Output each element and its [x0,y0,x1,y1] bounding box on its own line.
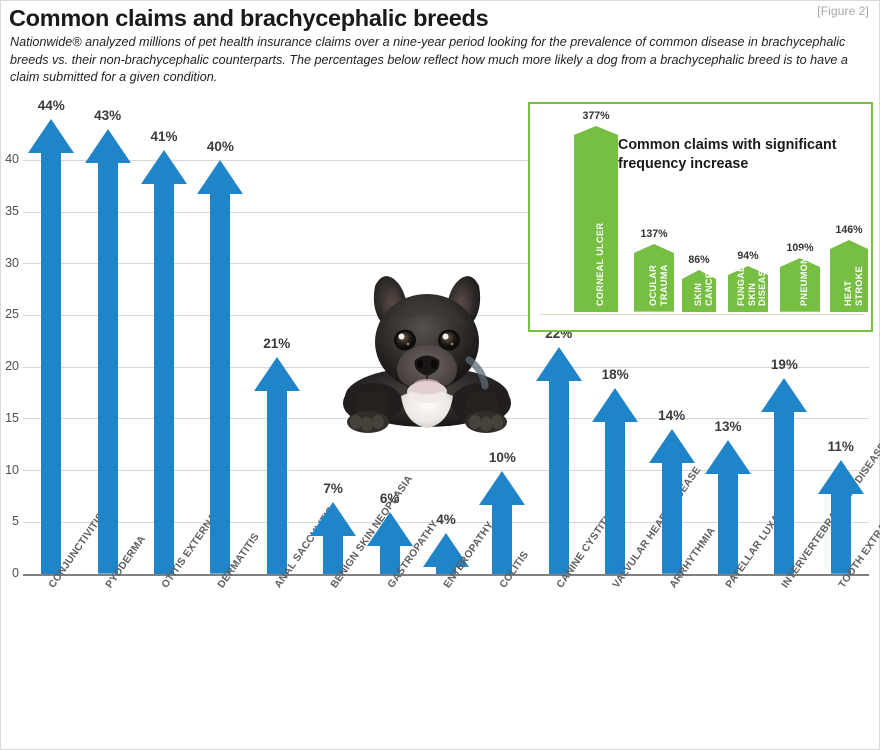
inset-bar-category-label: PNEUMONIA [798,247,809,306]
bar-arrow [84,129,131,574]
inset-bar-value-label: 377% [582,110,610,122]
bar-value-label: 4% [436,511,456,527]
inset-chart: 377% CORNEAL ULCER 137% OCULAR TRAUMA 86% SKIN… [530,104,870,329]
inset-bar-category-label: HEAT STROKE [842,265,864,306]
y-axis-tick-label: 5 [12,514,19,529]
y-axis-tick-label: 40 [5,152,19,167]
bar-arrow [141,150,187,574]
gridline [23,159,869,161]
inset-title: Common claims with significant frequency… [618,137,837,172]
bar-arrow [310,501,357,574]
inset-panel: 377% CORNEAL ULCER 137% OCULAR TRAUMA 86% SKIN… [528,102,873,332]
figure-tag: [Figure 2] [817,4,869,18]
main-chart: 0 5 10 15 20 25 30 35 40 44% CONJUNCTIVITIS 43% PYOD… [5,98,880,590]
bar-value-label: 7% [323,480,343,496]
bar-arrow [366,511,413,574]
y-axis-tick-label: 30 [5,255,19,270]
bar-arrow [28,119,75,574]
inset-bar-value-label: 86% [688,253,710,266]
inset-baseline [540,313,865,315]
y-axis-tick-label: 0 [12,566,19,580]
gridline [23,470,869,472]
bar-value-label: 11% [827,439,854,455]
y-axis-tick-label: 20 [5,359,19,374]
inset-bar [830,239,868,312]
y-axis-tick-label: 15 [5,410,19,425]
inset-bar-value-label: 109% [786,242,814,255]
bar-value-label: 44% [37,98,65,113]
bar-arrow [535,346,582,574]
bar-value-label: 6% [379,490,400,506]
bar-value-label: 40% [206,139,234,155]
x-axis-line [23,574,869,576]
bar-value-label: 43% [94,108,122,124]
inset-bar [634,244,674,312]
inset-bar-category-label: FUNGAL SKIN DISEASE [736,263,768,306]
inset-bar-value-label: 146% [835,223,863,236]
y-axis-tick-label: 35 [5,204,19,219]
bar-value-label: 19% [770,356,798,372]
inset-bar-value-label: 137% [640,228,668,241]
bar-arrow [423,532,469,574]
french-bulldog-photo [331,264,523,436]
page-subtitle: Nationwide® analyzed millions of pet hea… [10,35,848,85]
y-axis-tick-label: 25 [5,307,19,322]
bar-value-label: 14% [658,408,686,424]
bar-value-label: 41% [150,129,178,145]
inset-bar-category-label: SKIN CANCER [692,264,714,306]
bar-value-label: 21% [263,335,291,351]
bar-arrow [817,460,864,574]
bar-value-label: 18% [601,366,629,382]
bar-arrow [197,160,244,574]
bar-arrow [592,387,639,574]
inset-bar [682,269,716,312]
inset-bar-category-label: CORNEAL ULCER [594,222,605,306]
inset-bar [728,265,768,312]
gridline [23,211,869,213]
gridline [23,263,869,265]
inset-bar-value-label: 94% [737,249,759,262]
y-axis-tick-label: 10 [5,462,19,477]
inset-bar [574,126,618,312]
bar-value-label: 13% [714,418,742,434]
bar-arrow [761,377,808,574]
inset-bar-category-label: OCULAR TRAUMA [647,264,669,306]
gridline [23,521,869,523]
bar-arrow [705,439,751,574]
inset-bar [780,258,820,312]
bar-arrow [479,470,526,574]
bar-arrow [648,429,695,574]
bar-arrow [253,356,300,574]
bar-value-label: 10% [488,449,516,465]
page-title: Common claims and brachycephalic breeds [9,5,489,31]
